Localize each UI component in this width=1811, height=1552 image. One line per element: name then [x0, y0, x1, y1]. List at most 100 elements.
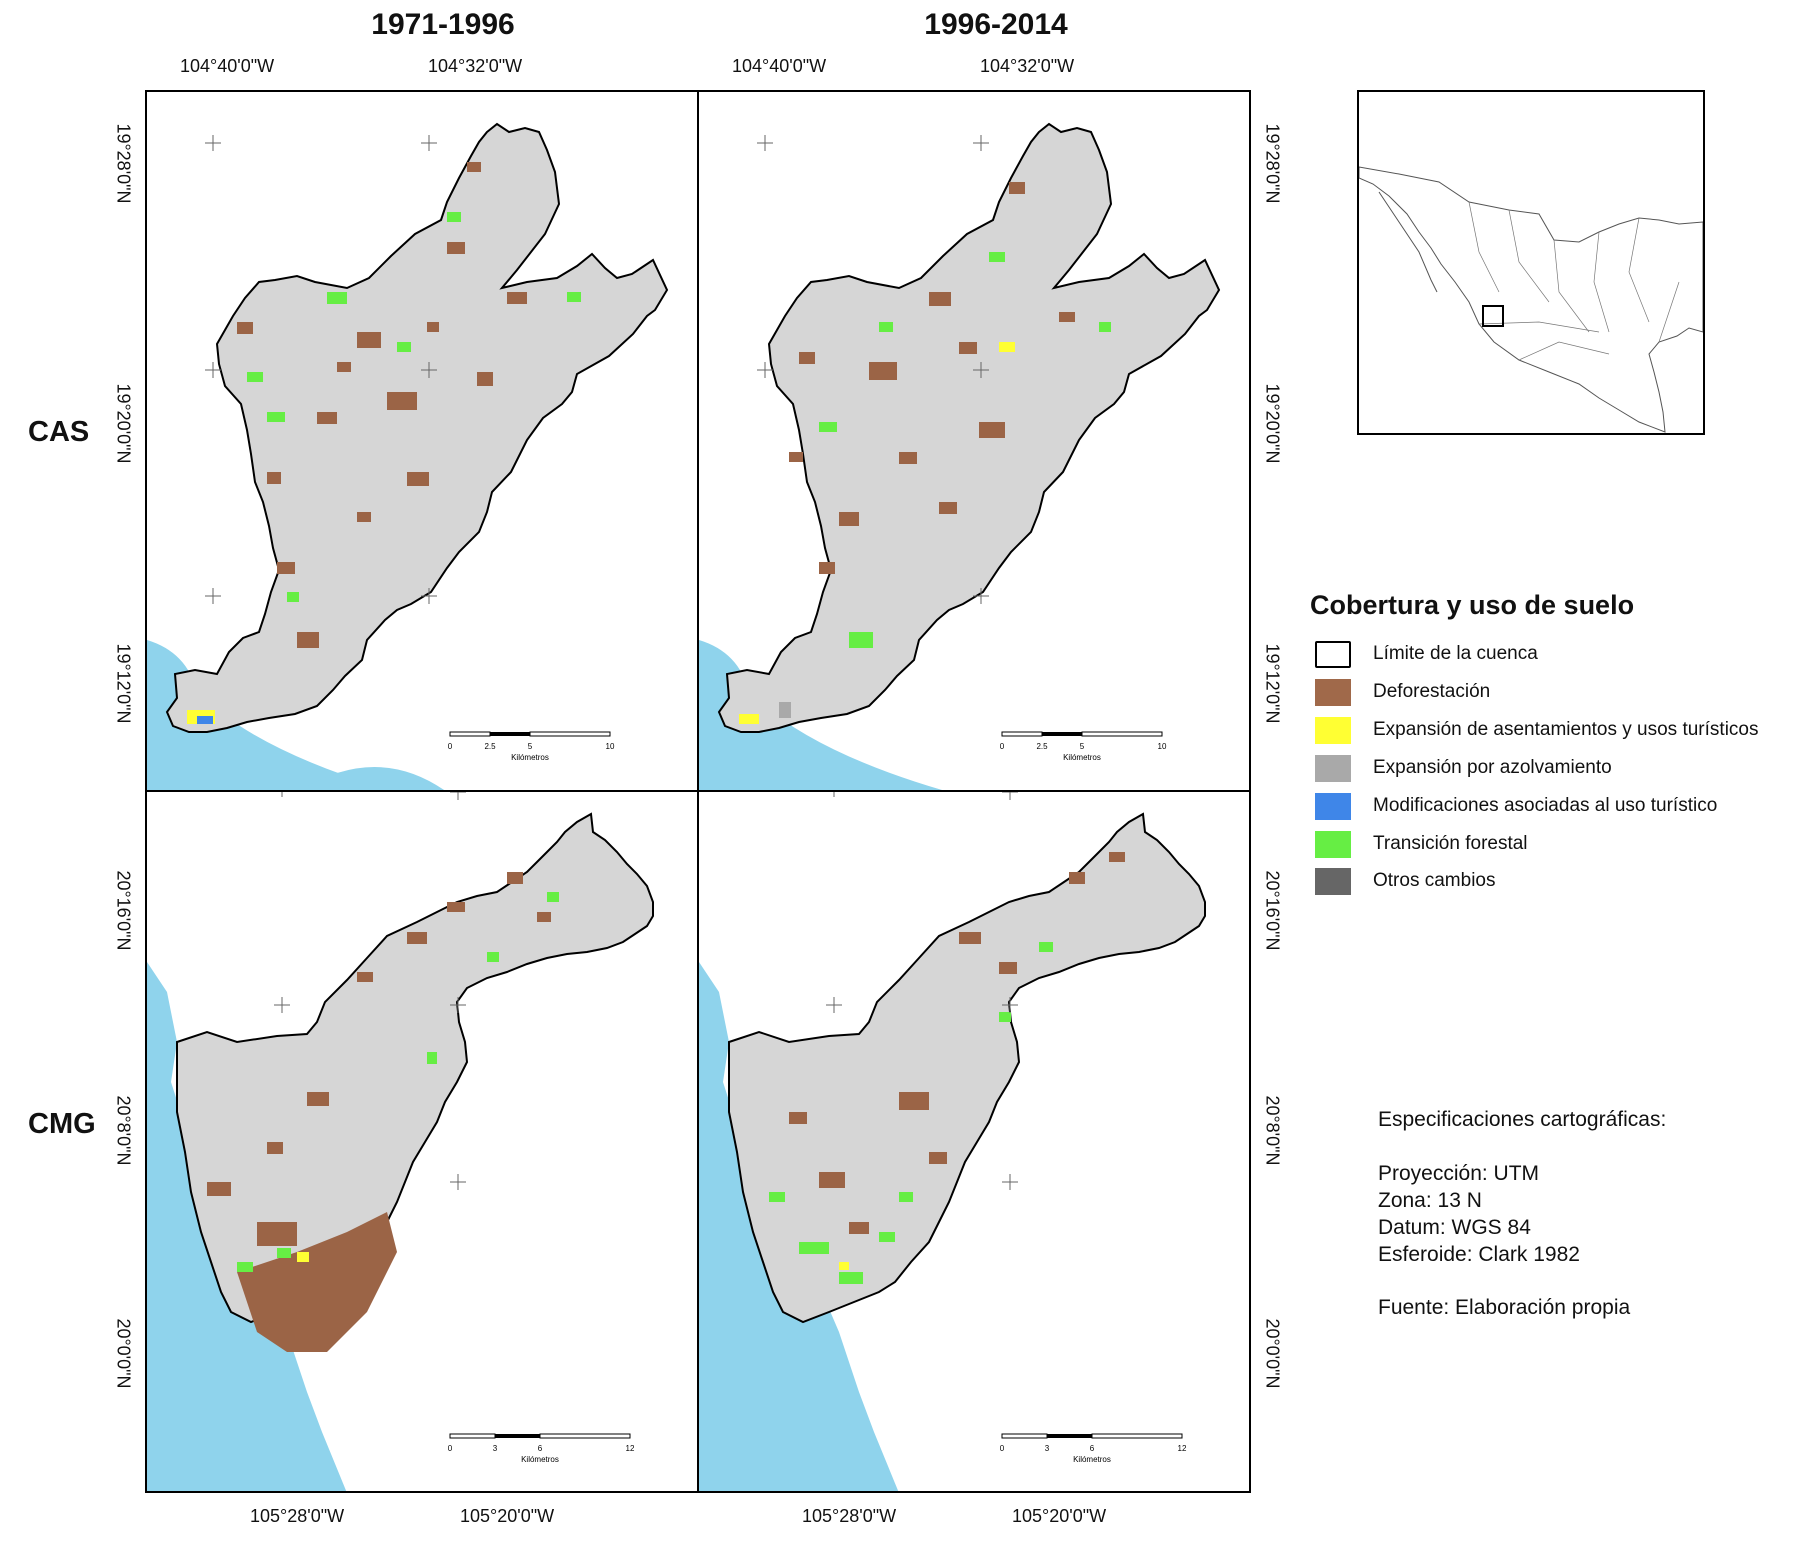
scale-tick-1: 2.5 [1036, 742, 1048, 751]
spec-zone: Zona: 13 N [1378, 1189, 1482, 1212]
forest-transition-patches [769, 942, 1053, 1284]
silting-patch [779, 702, 791, 718]
legend-label: Modificaciones asociadas al uso turístic… [1373, 795, 1718, 816]
spec-source: Fuente: Elaboración propia [1378, 1296, 1631, 1319]
locator-map-mexico [1359, 166, 1703, 433]
cas-lat-label-3-right: 19°12'0"N [1262, 643, 1283, 724]
cmg-lat-label-2-right: 20°8'0"N [1262, 1095, 1283, 1166]
scale-tick-0: 0 [1000, 742, 1005, 751]
deforestation-patches [207, 872, 551, 1352]
deforestation-patches [789, 852, 1125, 1234]
cmg-lat-label-3-right: 20°0'0"N [1262, 1318, 1283, 1389]
scale-tick-2: 5 [1080, 742, 1085, 751]
map-panel-cmg-1996-2014: 0 3 6 12 Kilómetros [697, 790, 1251, 1493]
settlement-patch [297, 1252, 309, 1262]
baja-california [1378, 191, 1438, 293]
top-lon-label-2-left: 104°32'0"W [428, 56, 523, 76]
other-changes-swatch [1315, 867, 1351, 895]
study-area-box [1482, 305, 1504, 327]
scalebar-cmg-1996-2014: 0 3 6 12 Kilómetros [1000, 1433, 1187, 1464]
spec-spheroid: Esferoide: Clark 1982 [1378, 1243, 1580, 1266]
top-lon-label-2-right: 104°32'0"W [980, 56, 1075, 76]
forest-transition-patches [237, 892, 559, 1272]
scale-tick-2: 6 [1090, 1444, 1095, 1453]
scale-unit: Kilómetros [521, 1455, 559, 1464]
basin-limit-swatch [1315, 640, 1351, 668]
scale-tick-0: 0 [448, 1444, 453, 1453]
map-cas-1971-1996: 0 2.5 5 10 Kilómetros [147, 122, 669, 790]
scale-tick-3: 10 [606, 742, 615, 751]
top-lon-label-1-right: 104°40'0"W [732, 56, 827, 76]
forest-transition-patches [247, 212, 581, 602]
cas-lat-label-1-left: 19°28'0"N [113, 123, 134, 204]
map-cmg-1996-2014: 0 3 6 12 Kilómetros [699, 792, 1206, 1491]
legend-label: Transición forestal [1373, 833, 1528, 854]
map-panel-cmg-1971-1996: 0 3 6 12 Kilómetros [145, 790, 699, 1493]
locator-map-frame [1357, 90, 1705, 435]
graticule-crosses [274, 792, 466, 1190]
scale-tick-3: 12 [1178, 1444, 1187, 1453]
deforestation-patches [789, 182, 1075, 574]
scale-tick-3: 12 [626, 1444, 635, 1453]
scale-tick-1: 3 [1045, 1444, 1050, 1453]
graticule-crosses [757, 135, 989, 604]
sea-area [699, 640, 943, 790]
legend-label: Otros cambios [1373, 870, 1496, 891]
graticule-crosses [205, 135, 437, 604]
scale-unit: Kilómetros [1063, 753, 1101, 762]
legend-item-silting-expansion: Expansión por azolvamiento [1315, 754, 1612, 782]
settlement-patch [739, 714, 759, 724]
scalebar-cas-1971-1996: 0 2.5 5 10 Kilómetros [448, 731, 615, 762]
settlement-patch [839, 1262, 849, 1270]
spec-heading: Especificaciones cartográficas: [1378, 1108, 1667, 1131]
map-cas-1996-2014: 0 2.5 5 10 Kilómetros [699, 122, 1221, 790]
bottom-lon-label-2-left: 105°20'0"W [460, 1506, 555, 1526]
scale-tick-3: 10 [1158, 742, 1167, 751]
scale-unit: Kilómetros [1073, 1455, 1111, 1464]
settlement-swatch [1315, 716, 1351, 744]
graticule-crosses [826, 792, 1018, 1190]
scale-tick-0: 0 [1000, 1444, 1005, 1453]
map-cmg-1971-1996: 0 3 6 12 Kilómetros [147, 792, 654, 1491]
deforestation-patches [237, 162, 527, 648]
silting-swatch [1315, 754, 1351, 782]
sea-area [147, 962, 347, 1491]
legend-label: Límite de la cuenca [1373, 643, 1538, 664]
scale-tick-1: 2.5 [484, 742, 496, 751]
tourism-mod-patch [197, 716, 213, 724]
map-panel-cas-1996-2014: 0 2.5 5 10 Kilómetros [697, 90, 1251, 792]
forest-transition-swatch [1315, 830, 1351, 858]
scale-unit: Kilómetros [511, 753, 549, 762]
cas-lat-label-1-right: 19°28'0"N [1262, 123, 1283, 204]
row-label-cmg: CMG [28, 1108, 96, 1140]
bottom-lon-label-1-left: 105°28'0"W [250, 1506, 345, 1526]
basin-outline [176, 812, 654, 1324]
legend-title: Cobertura y uso de suelo [1310, 590, 1635, 620]
bottom-lon-label-2-right: 105°20'0"W [1012, 1506, 1107, 1526]
cmg-lat-label-1-right: 20°16'0"N [1262, 870, 1283, 951]
tourism-mod-swatch [1315, 792, 1351, 820]
spec-projection: Proyección: UTM [1378, 1162, 1540, 1185]
legend-item-settlement-expansion: Expansión de asentamientos y usos turíst… [1315, 716, 1758, 744]
cmg-lat-label-3-left: 20°0'0"N [113, 1318, 134, 1389]
sea-area [300, 767, 444, 790]
deforestation-patch-large [237, 1212, 397, 1352]
forest-transition-patches [819, 252, 1111, 648]
legend-item-forest-transition: Transición forestal [1315, 830, 1528, 858]
basin-outline [717, 122, 1221, 733]
settlement-patch [999, 342, 1015, 352]
cas-lat-label-2-left: 19°20'0"N [113, 383, 134, 464]
sea-area [699, 962, 899, 1491]
sea-area [147, 640, 391, 790]
scalebar-cmg-1971-1996: 0 3 6 12 Kilómetros [448, 1433, 635, 1464]
scale-tick-2: 5 [528, 742, 533, 751]
state-boundaries [1468, 201, 1680, 361]
basin-outline [165, 122, 669, 733]
column-title-1971-1996: 1971-1996 [371, 8, 515, 41]
scale-tick-2: 6 [538, 1444, 543, 1453]
spec-datum: Datum: WGS 84 [1378, 1216, 1531, 1239]
legend-label: Expansión de asentamientos y usos turíst… [1373, 719, 1759, 740]
cmg-lat-label-2-left: 20°8'0"N [113, 1095, 134, 1166]
legend-item-basin-limit: Límite de la cuenca [1315, 640, 1538, 668]
deforestation-swatch [1315, 678, 1351, 706]
